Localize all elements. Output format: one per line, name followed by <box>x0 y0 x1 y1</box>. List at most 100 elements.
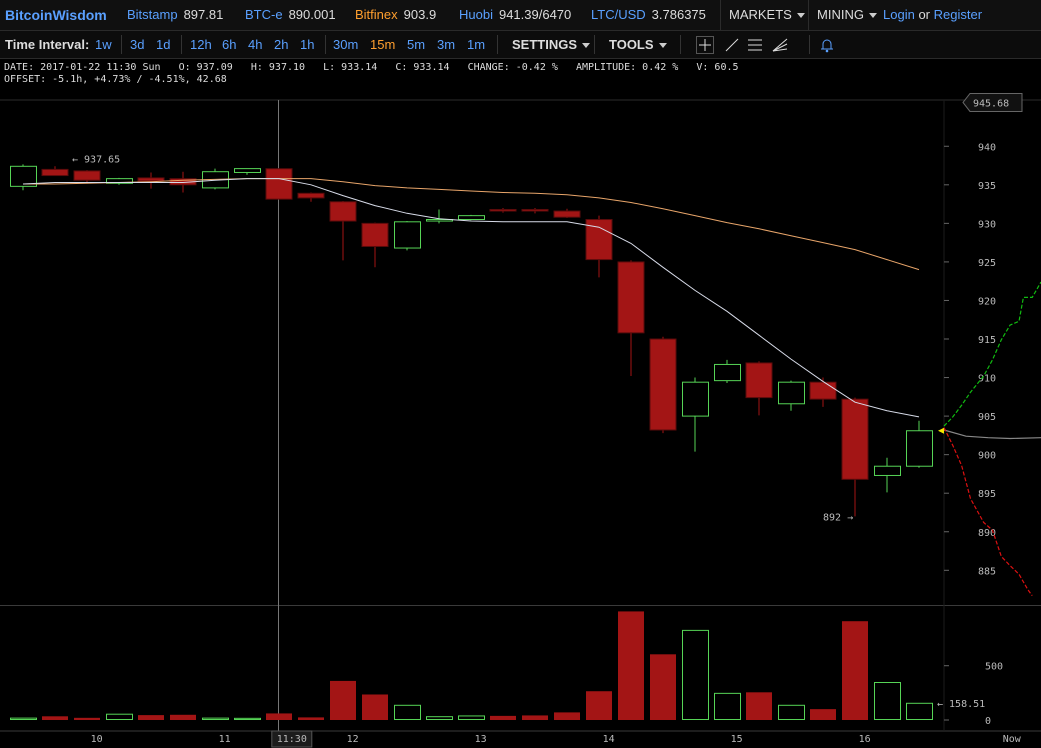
horizontal-lines-tool-icon[interactable] <box>746 36 764 54</box>
price-axis-tick-label: 930 <box>978 219 996 230</box>
candle-body-up <box>714 363 741 382</box>
volume-bar <box>842 621 868 720</box>
market-price: 897.81 <box>183 7 224 22</box>
low-price-annotation: 892 → <box>823 512 853 523</box>
candle-body-down <box>329 201 357 222</box>
market-ticker-huobi[interactable]: Huobi 941.39/6470 <box>459 7 571 22</box>
volume-axis-tick-label: 500 <box>985 662 1003 673</box>
tools-label: TOOLS <box>609 37 654 52</box>
mining-menu[interactable]: MINING <box>817 7 877 22</box>
interval-30m[interactable]: 30m <box>333 37 359 52</box>
market-ticker-ltcusd[interactable]: LTC/USD 3.786375 <box>591 7 706 22</box>
interval-3m[interactable]: 3m <box>437 37 456 52</box>
chevron-down-icon <box>582 43 591 49</box>
candle-body-up <box>778 381 805 405</box>
market-price: 890.001 <box>288 7 336 22</box>
time-axis-tick-label: 15 <box>731 734 743 745</box>
price-axis-tick-label: 925 <box>978 258 996 269</box>
volume-bar <box>266 713 292 720</box>
volume-bar <box>426 716 453 721</box>
depth-ask-line <box>943 427 1033 597</box>
candle-body-down <box>617 261 645 334</box>
interval-3d[interactable]: 3d <box>130 37 145 52</box>
bell-icon[interactable] <box>818 36 836 54</box>
market-price: 941.39/6470 <box>498 7 572 22</box>
interval-1w[interactable]: 1w <box>95 37 112 52</box>
market-name: Bitfinex <box>355 7 398 22</box>
crosshair-tool-icon[interactable] <box>696 36 714 54</box>
volume-bar <box>394 704 421 720</box>
volume-bar <box>330 680 356 720</box>
auth-links: Login or Register <box>883 7 982 22</box>
time-axis-tick-label: 11 <box>219 734 231 745</box>
chevron-down-icon <box>868 13 877 19</box>
interval-15m[interactable]: 15m <box>370 37 396 52</box>
divider <box>720 0 721 30</box>
time-axis-tick-label: 16 <box>859 734 871 745</box>
time-axis-tick-label: 12 <box>347 734 359 745</box>
settings-label: SETTINGS <box>512 37 578 52</box>
trendline-tool-icon[interactable] <box>723 36 741 54</box>
divider <box>680 35 681 54</box>
volume-bar <box>10 717 37 721</box>
interval-1m[interactable]: 1m <box>467 37 486 52</box>
divider <box>181 35 182 54</box>
candle-body-down <box>361 222 389 247</box>
market-ticker-bitstamp[interactable]: Bitstamp 897.81 <box>127 7 223 22</box>
candle-body-down <box>553 210 581 218</box>
volume-bar <box>298 717 324 720</box>
market-price: 3.786375 <box>651 7 706 22</box>
volume-bar <box>682 629 709 721</box>
candle-body-down <box>521 208 549 212</box>
candle-info-line: DATE: 2017-01-22 11:30 Sun O: 937.09 H: … <box>4 62 739 73</box>
candle-body-down <box>585 219 613 261</box>
price-axis-tick-label: 900 <box>978 451 996 462</box>
candle-body-up <box>458 215 485 221</box>
time-axis-tick-label: 13 <box>475 734 487 745</box>
market-name: LTC/USD <box>591 7 646 22</box>
register-link[interactable]: Register <box>933 7 983 22</box>
markets-menu-label: MARKETS <box>729 7 792 22</box>
time-interval-label: Time Interval: <box>5 37 90 52</box>
volume-bar <box>650 654 676 720</box>
interval-1h[interactable]: 1h <box>300 37 315 52</box>
candle-body-up <box>874 465 901 476</box>
tools-menu[interactable]: TOOLS <box>609 37 667 52</box>
volume-bar <box>490 715 516 720</box>
brand-logo[interactable]: BitcoinWisdom <box>5 7 107 23</box>
candle-body-down <box>489 208 517 212</box>
current-price-label: 945.68 <box>973 98 1009 109</box>
time-axis-tick-label: Now <box>1003 734 1022 745</box>
login-link[interactable]: Login <box>883 7 915 22</box>
candle-body-down <box>841 398 869 480</box>
price-axis-tick-label: 915 <box>978 335 996 346</box>
candle-body-up <box>682 381 709 417</box>
candle-body-up <box>394 221 421 249</box>
settings-menu[interactable]: SETTINGS <box>512 37 591 52</box>
volume-bar <box>362 694 388 720</box>
depth-mid-line <box>943 429 1041 440</box>
volume-bar <box>554 712 580 720</box>
interval-2h[interactable]: 2h <box>274 37 289 52</box>
volume-axis-tick-label: 0 <box>985 716 991 727</box>
offset-info-line: OFFSET: -5.1h, +4.73% / -4.51%, 42.68 <box>4 74 227 85</box>
market-name: Huobi <box>459 7 493 22</box>
interval-12h[interactable]: 12h <box>190 37 212 52</box>
interval-6h[interactable]: 6h <box>222 37 237 52</box>
market-ticker-bitfinex[interactable]: Bitfinex 903.9 <box>355 7 436 22</box>
crosshair-time-box <box>271 730 313 748</box>
volume-bar <box>906 702 933 721</box>
market-ticker-btce[interactable]: BTC-e 890.001 <box>245 7 336 22</box>
markets-menu[interactable]: MARKETS <box>729 7 805 22</box>
candle-body-up <box>10 165 37 187</box>
fan-tool-icon[interactable] <box>771 36 789 54</box>
interval-1d[interactable]: 1d <box>156 37 171 52</box>
interval-5m[interactable]: 5m <box>407 37 426 52</box>
current-price-tag <box>962 92 1023 112</box>
interval-4h[interactable]: 4h <box>248 37 263 52</box>
volume-bar <box>746 692 772 720</box>
candle-body-down <box>809 381 837 400</box>
candle-body-up <box>106 178 133 184</box>
volume-bar <box>810 709 836 720</box>
